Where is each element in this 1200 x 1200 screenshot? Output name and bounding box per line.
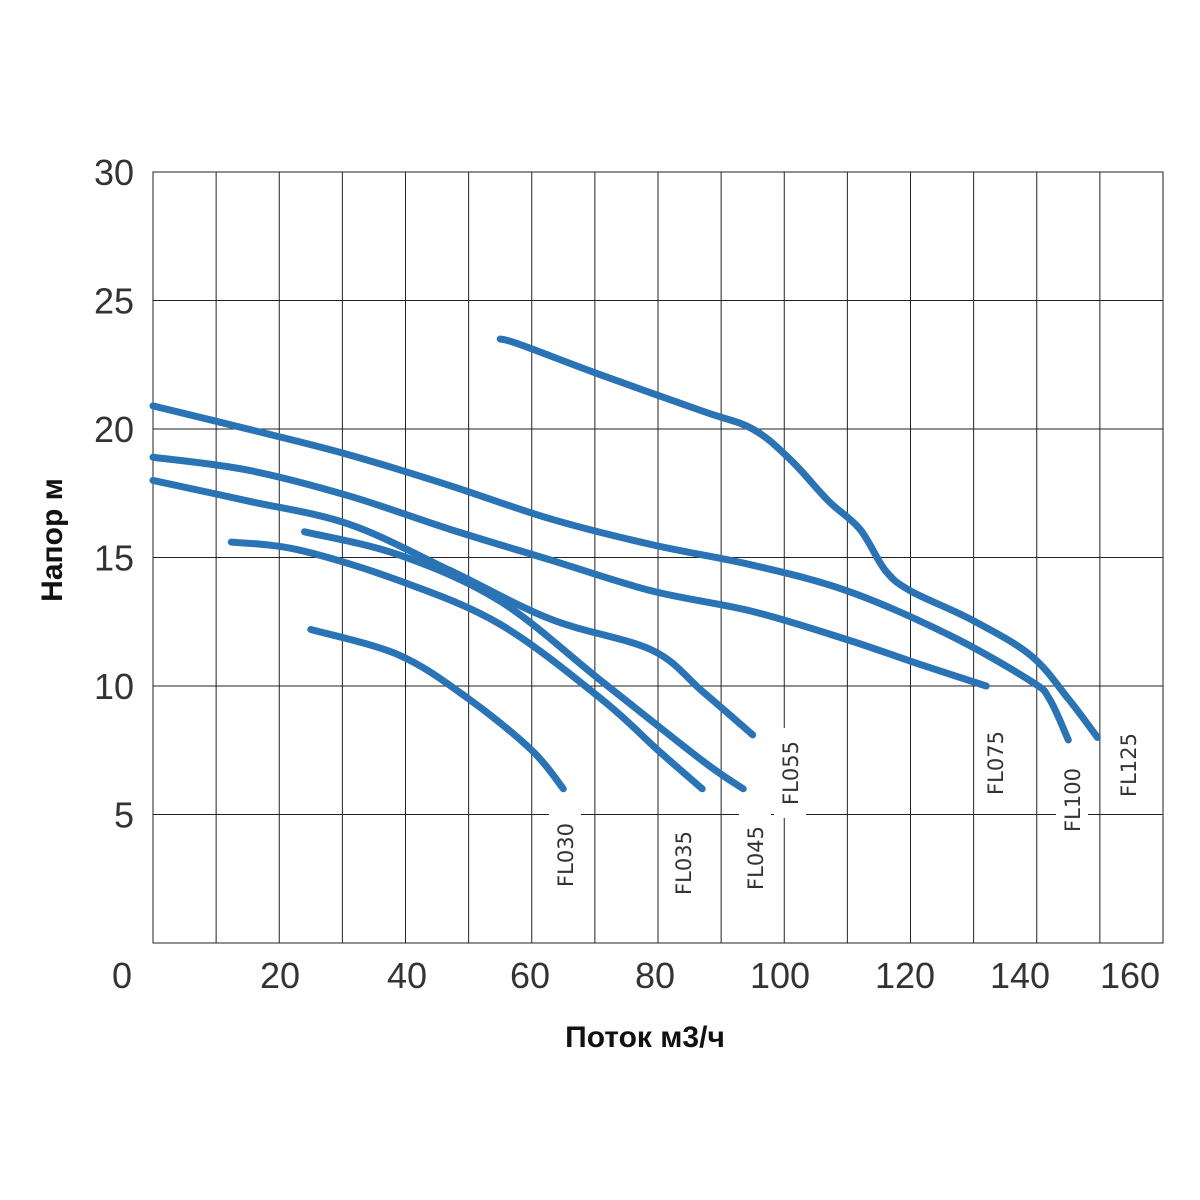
curve-label-fl075: FL075 (984, 731, 1008, 795)
curve-fl075 (149, 453, 990, 690)
y-tick-label: 5 (114, 795, 134, 836)
curve-label-bg (1056, 755, 1088, 845)
curve-label-bg (739, 813, 771, 903)
plot-frame (152, 171, 1164, 944)
x-axis-title: Поток м3/ч (565, 1021, 725, 1054)
y-tick-label: 20 (94, 409, 134, 450)
curves (149, 335, 1101, 793)
curve-fl045 (301, 528, 747, 793)
curve-label-bg (979, 718, 1011, 808)
curve-label-bg (667, 818, 699, 908)
curve-label-bg (549, 810, 581, 900)
x-tick-label: 20 (260, 955, 300, 996)
curve-fl125 (496, 335, 1101, 741)
curve-fl100 (149, 402, 1072, 744)
x-tick-label: 100 (750, 955, 810, 996)
curve-label-bg (774, 728, 806, 818)
x-tick-label: 60 (510, 955, 550, 996)
x-tick-label: 80 (635, 955, 675, 996)
y-tick-label: 15 (94, 538, 134, 579)
curve-label-fl125: FL125 (1117, 733, 1141, 797)
curve-label-fl030: FL030 (554, 823, 578, 887)
curve-fl030 (307, 625, 567, 793)
tick-labels: 0 20 40 60 80 100 120 140 160 5 10 15 20 25 30 (94, 152, 1160, 996)
x-tick-label: 140 (990, 955, 1050, 996)
curve-fl055 (149, 476, 757, 739)
curve-fl035 (227, 538, 706, 793)
y-tick-label: 25 (94, 281, 134, 322)
curve-labels: FL030 FL035 FL045 FL055 FL075 FL100 FL125 (549, 718, 1144, 908)
y-tick-label: 30 (94, 152, 134, 193)
curve-label-bg (1112, 720, 1144, 810)
x-tick-label: 40 (387, 955, 427, 996)
curve-label-fl035: FL035 (672, 831, 696, 895)
curve-label-fl100: FL100 (1061, 768, 1085, 832)
curve-label-fl045: FL045 (744, 826, 768, 890)
x-tick-label: 160 (1100, 955, 1160, 996)
x-tick-label: 120 (875, 955, 935, 996)
curve-label-fl055: FL055 (779, 741, 803, 805)
x-tick-label: 0 (112, 955, 132, 996)
y-tick-label: 10 (94, 666, 134, 707)
y-axis-title: Напор м (36, 478, 69, 602)
grid (152, 171, 1164, 944)
